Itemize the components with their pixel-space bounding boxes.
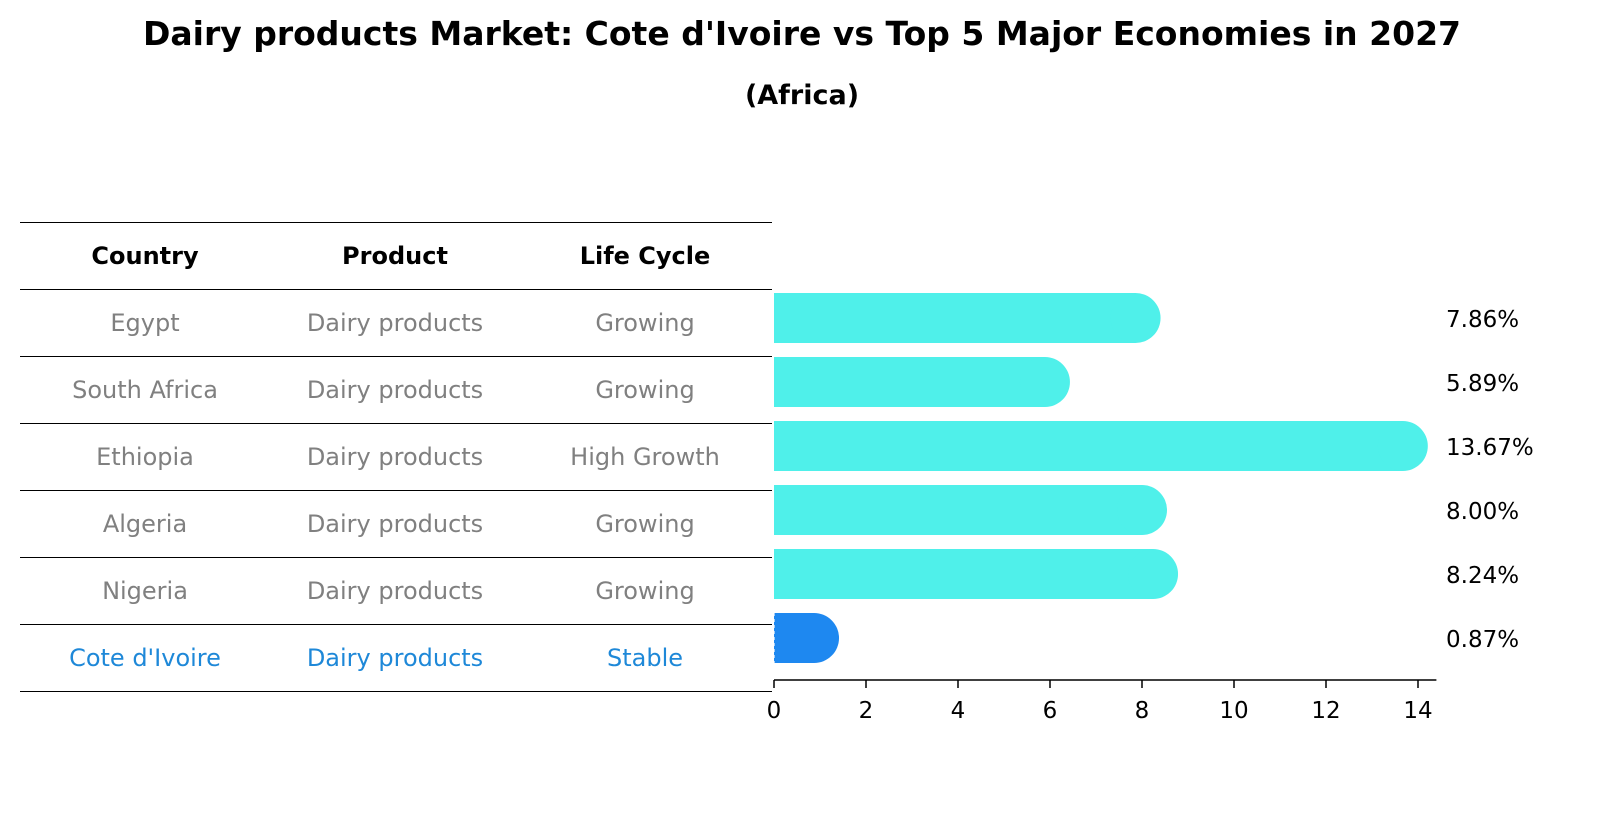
cell-product: Dairy products xyxy=(306,510,484,538)
cell-life-cycle: Growing xyxy=(595,510,695,538)
value-label-4: 8.24% xyxy=(1446,563,1519,589)
cell-product: Dairy products xyxy=(306,376,484,404)
header-product: Product xyxy=(342,242,448,270)
bar-3 xyxy=(774,485,1142,535)
cell-country: South Africa xyxy=(72,376,218,404)
x-tick-label-7: 14 xyxy=(1403,698,1432,724)
cell-life-cycle: Growing xyxy=(595,309,695,337)
cell-country: Cote d'Ivoire xyxy=(69,644,221,672)
bar-chart: 7.86% 5.89% 13.67% 8.00% 8.24% 0.87% 0 2 4 6 8 10 12… xyxy=(767,293,1534,724)
x-tick-label-0: 0 xyxy=(767,698,782,724)
bar-cap-5 xyxy=(789,613,840,663)
table-row: Ethiopia Dairy products High Growth xyxy=(20,423,772,490)
value-label-2: 13.67% xyxy=(1446,435,1534,461)
cell-product: Dairy products xyxy=(306,309,484,337)
value-label-3: 8.00% xyxy=(1446,499,1519,525)
x-tick-label-6: 12 xyxy=(1311,698,1340,724)
x-tick-label-5: 10 xyxy=(1219,698,1248,724)
bar-cap-3 xyxy=(1117,485,1167,535)
header-life-cycle: Life Cycle xyxy=(579,242,711,270)
bar-0 xyxy=(774,293,1136,343)
cell-country: Egypt xyxy=(110,309,180,337)
header-country: Country xyxy=(91,242,199,270)
cell-life-cycle: Growing xyxy=(595,376,695,404)
chart-title: Dairy products Market: Cote d'Ivoire vs … xyxy=(142,14,1461,53)
cell-life-cycle: High Growth xyxy=(570,443,720,471)
cell-life-cycle: Growing xyxy=(595,577,695,605)
bar-cap-1 xyxy=(1019,357,1070,407)
table-header-row: Country Product Life Cycle xyxy=(20,222,772,289)
value-label-5: 0.87% xyxy=(1446,627,1519,653)
cell-product: Dairy products xyxy=(306,577,484,605)
bar-1 xyxy=(774,357,1045,407)
cell-product: Dairy products xyxy=(306,644,484,672)
cell-country: Nigeria xyxy=(102,577,188,605)
cell-life-cycle: Stable xyxy=(606,644,684,672)
table-row: Egypt Dairy products Growing xyxy=(20,289,772,356)
value-label-1: 5.89% xyxy=(1446,371,1519,397)
x-tick-label-3: 6 xyxy=(1043,698,1058,724)
table-row: Algeria Dairy products Growing xyxy=(20,490,772,557)
table-row: Nigeria Dairy products Growing xyxy=(20,557,772,624)
cell-country: Algeria xyxy=(102,510,188,538)
table-row-highlighted: Cote d'Ivoire Dairy products Stable xyxy=(20,624,772,692)
bar-cap-2 xyxy=(1377,421,1428,471)
chart-subtitle: (Africa) xyxy=(744,80,860,111)
x-tick-label-1: 2 xyxy=(859,698,874,724)
x-tick-label-4: 8 xyxy=(1135,698,1150,724)
bar-cap-4 xyxy=(1128,549,1179,599)
x-tick-label-2: 4 xyxy=(951,698,966,724)
cell-country: Ethiopia xyxy=(96,443,194,471)
bar-cap-0 xyxy=(1110,293,1161,343)
bar-2 xyxy=(774,421,1403,471)
value-label-0: 7.86% xyxy=(1446,307,1519,333)
bar-4 xyxy=(774,549,1154,599)
table-row: South Africa Dairy products Growing xyxy=(20,356,772,423)
market-table: Country Product Life Cycle Egypt Dairy p… xyxy=(20,222,772,692)
cell-product: Dairy products xyxy=(306,443,484,471)
